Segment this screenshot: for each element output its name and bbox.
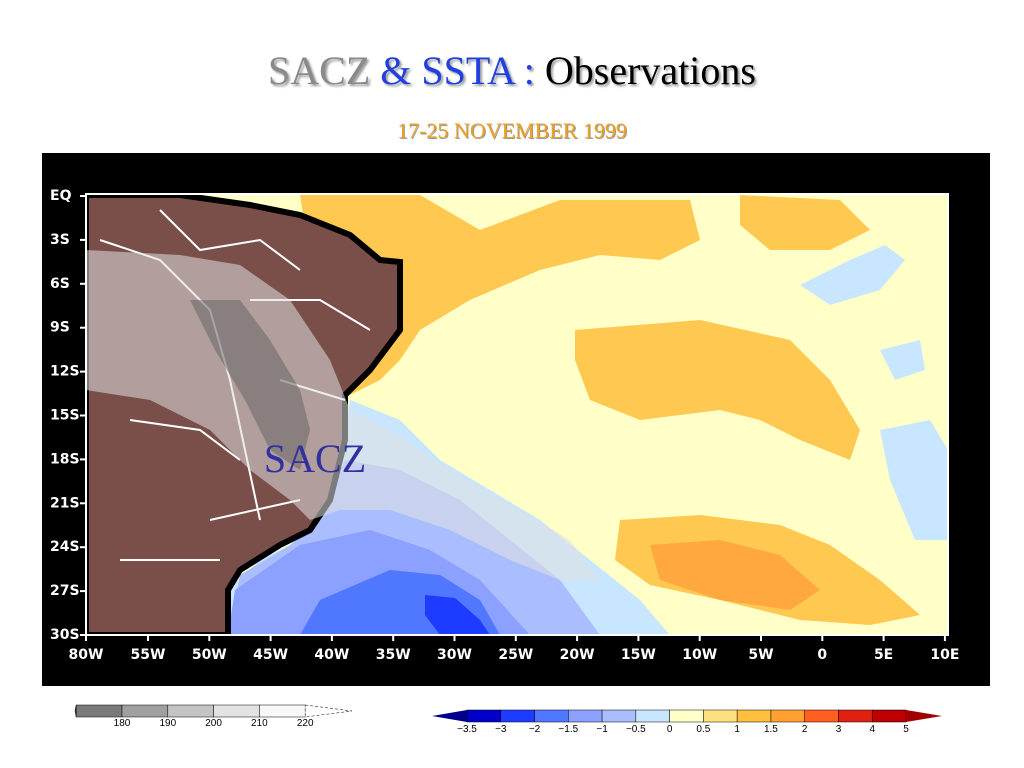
colorbar-label: 1.5 [764, 724, 778, 735]
lon-label: 35W [376, 647, 411, 663]
lon-label: 30W [437, 647, 472, 663]
colorbar-label: 0 [667, 724, 673, 735]
lat-label: 27S [50, 583, 80, 599]
colorbar-box [213, 704, 260, 718]
colorbar-box [259, 704, 306, 718]
cool-anomaly [880, 420, 948, 540]
colorbar-label: 4 [869, 724, 875, 735]
warm-anomaly [575, 320, 860, 460]
colorbar-box [804, 709, 839, 723]
colorbar-arrow [432, 710, 467, 722]
colorbar-box [534, 709, 569, 723]
olr-shading [190, 300, 310, 470]
lon-label: 5E [874, 647, 893, 663]
colorbar-box [167, 704, 214, 718]
colorbar-label: 210 [251, 718, 268, 729]
colorbar-box [871, 709, 907, 723]
lon-label: 0 [817, 647, 827, 663]
colorbar-box [121, 704, 169, 718]
title-part: & SSTA : [380, 48, 535, 93]
lat-label: 18S [50, 451, 80, 467]
lon-label: 10W [682, 647, 717, 663]
colorbar-label: −1.5 [558, 724, 578, 735]
cool-anomaly [800, 245, 905, 305]
lon-label: 15W [621, 647, 656, 663]
colorbar-box [703, 709, 738, 723]
lon-label: 20W [560, 647, 595, 663]
olr-colorbar: 180 190 200 210 220 [74, 704, 353, 729]
lat-label: 6S [50, 276, 70, 292]
lon-label: 80W [69, 647, 104, 663]
colorbar-label: −2 [529, 724, 541, 735]
title-part: Observations [545, 48, 756, 93]
lat-label: 24S [50, 539, 80, 555]
lon-label: 25W [498, 647, 533, 663]
lat-label: 9S [50, 320, 70, 336]
colorbar-box [669, 709, 704, 723]
colorbar-label: −3 [495, 724, 507, 735]
colorbar-box [838, 709, 873, 723]
colorbar-box [736, 709, 772, 723]
colorbar-box [635, 709, 670, 723]
lon-label: 40W [314, 647, 349, 663]
axes: EQ 3S 6S 9S 12S 15S 18S 21S 24S 27S 30S 80W 55W 50W 45… [50, 188, 959, 663]
colorbar-box [75, 704, 123, 718]
cool-anomaly [425, 595, 490, 635]
annotation: SACZ [264, 436, 366, 481]
colorbar-label: 1 [734, 724, 740, 735]
colorbar-box [568, 709, 603, 723]
colorbar-label: 0.5 [696, 724, 710, 735]
lon-label: 10E [930, 647, 959, 663]
colorbar-label: −3.5 [457, 724, 477, 735]
colorbar-label: 220 [297, 718, 314, 729]
warm-anomaly [740, 195, 870, 250]
lon-label: 45W [253, 647, 288, 663]
lat-label: 30S [50, 627, 80, 643]
colorbar-label: −0.5 [626, 724, 646, 735]
lat-label: 3S [50, 232, 70, 248]
warm-anomaly-strong [650, 540, 820, 610]
colorbar-label: 180 [114, 718, 131, 729]
cool-anomaly [880, 340, 925, 380]
colorbar-label: 200 [205, 718, 222, 729]
lon-label: 55W [131, 647, 166, 663]
colorbar-label: 5 [903, 724, 909, 735]
lat-label: 21S [50, 495, 80, 511]
colorbar-arrow [906, 710, 942, 722]
warm-anomaly [300, 195, 700, 395]
colorbar-label: 2 [802, 724, 808, 735]
colorbar-label: −1 [596, 724, 608, 735]
lat-label: 12S [50, 364, 80, 380]
colorbar-label: 3 [836, 724, 842, 735]
colorbar-label: 190 [159, 718, 176, 729]
colorbar-box [500, 709, 535, 723]
title-part: SACZ [268, 48, 370, 93]
ssta-colorbar: −3.5 −3 −2 −1.5 −1 −0.5 0 0.5 1 1.5 2 3 4 5 [432, 709, 942, 735]
map: SACZ [83, 192, 949, 638]
slide-title: SACZ & SSTA : Observations [268, 48, 756, 93]
lat-label: EQ [50, 188, 72, 204]
colorbar-box [770, 709, 805, 723]
lon-label: 50W [192, 647, 227, 663]
lon-label: 5W [748, 647, 773, 663]
subtitle: 17-25 NOVEMBER 1999 [397, 118, 627, 143]
colorbar-box [466, 709, 502, 723]
lat-label: 15S [50, 408, 80, 424]
colorbar-box [601, 709, 637, 723]
colorbar-arrow [304, 704, 353, 718]
